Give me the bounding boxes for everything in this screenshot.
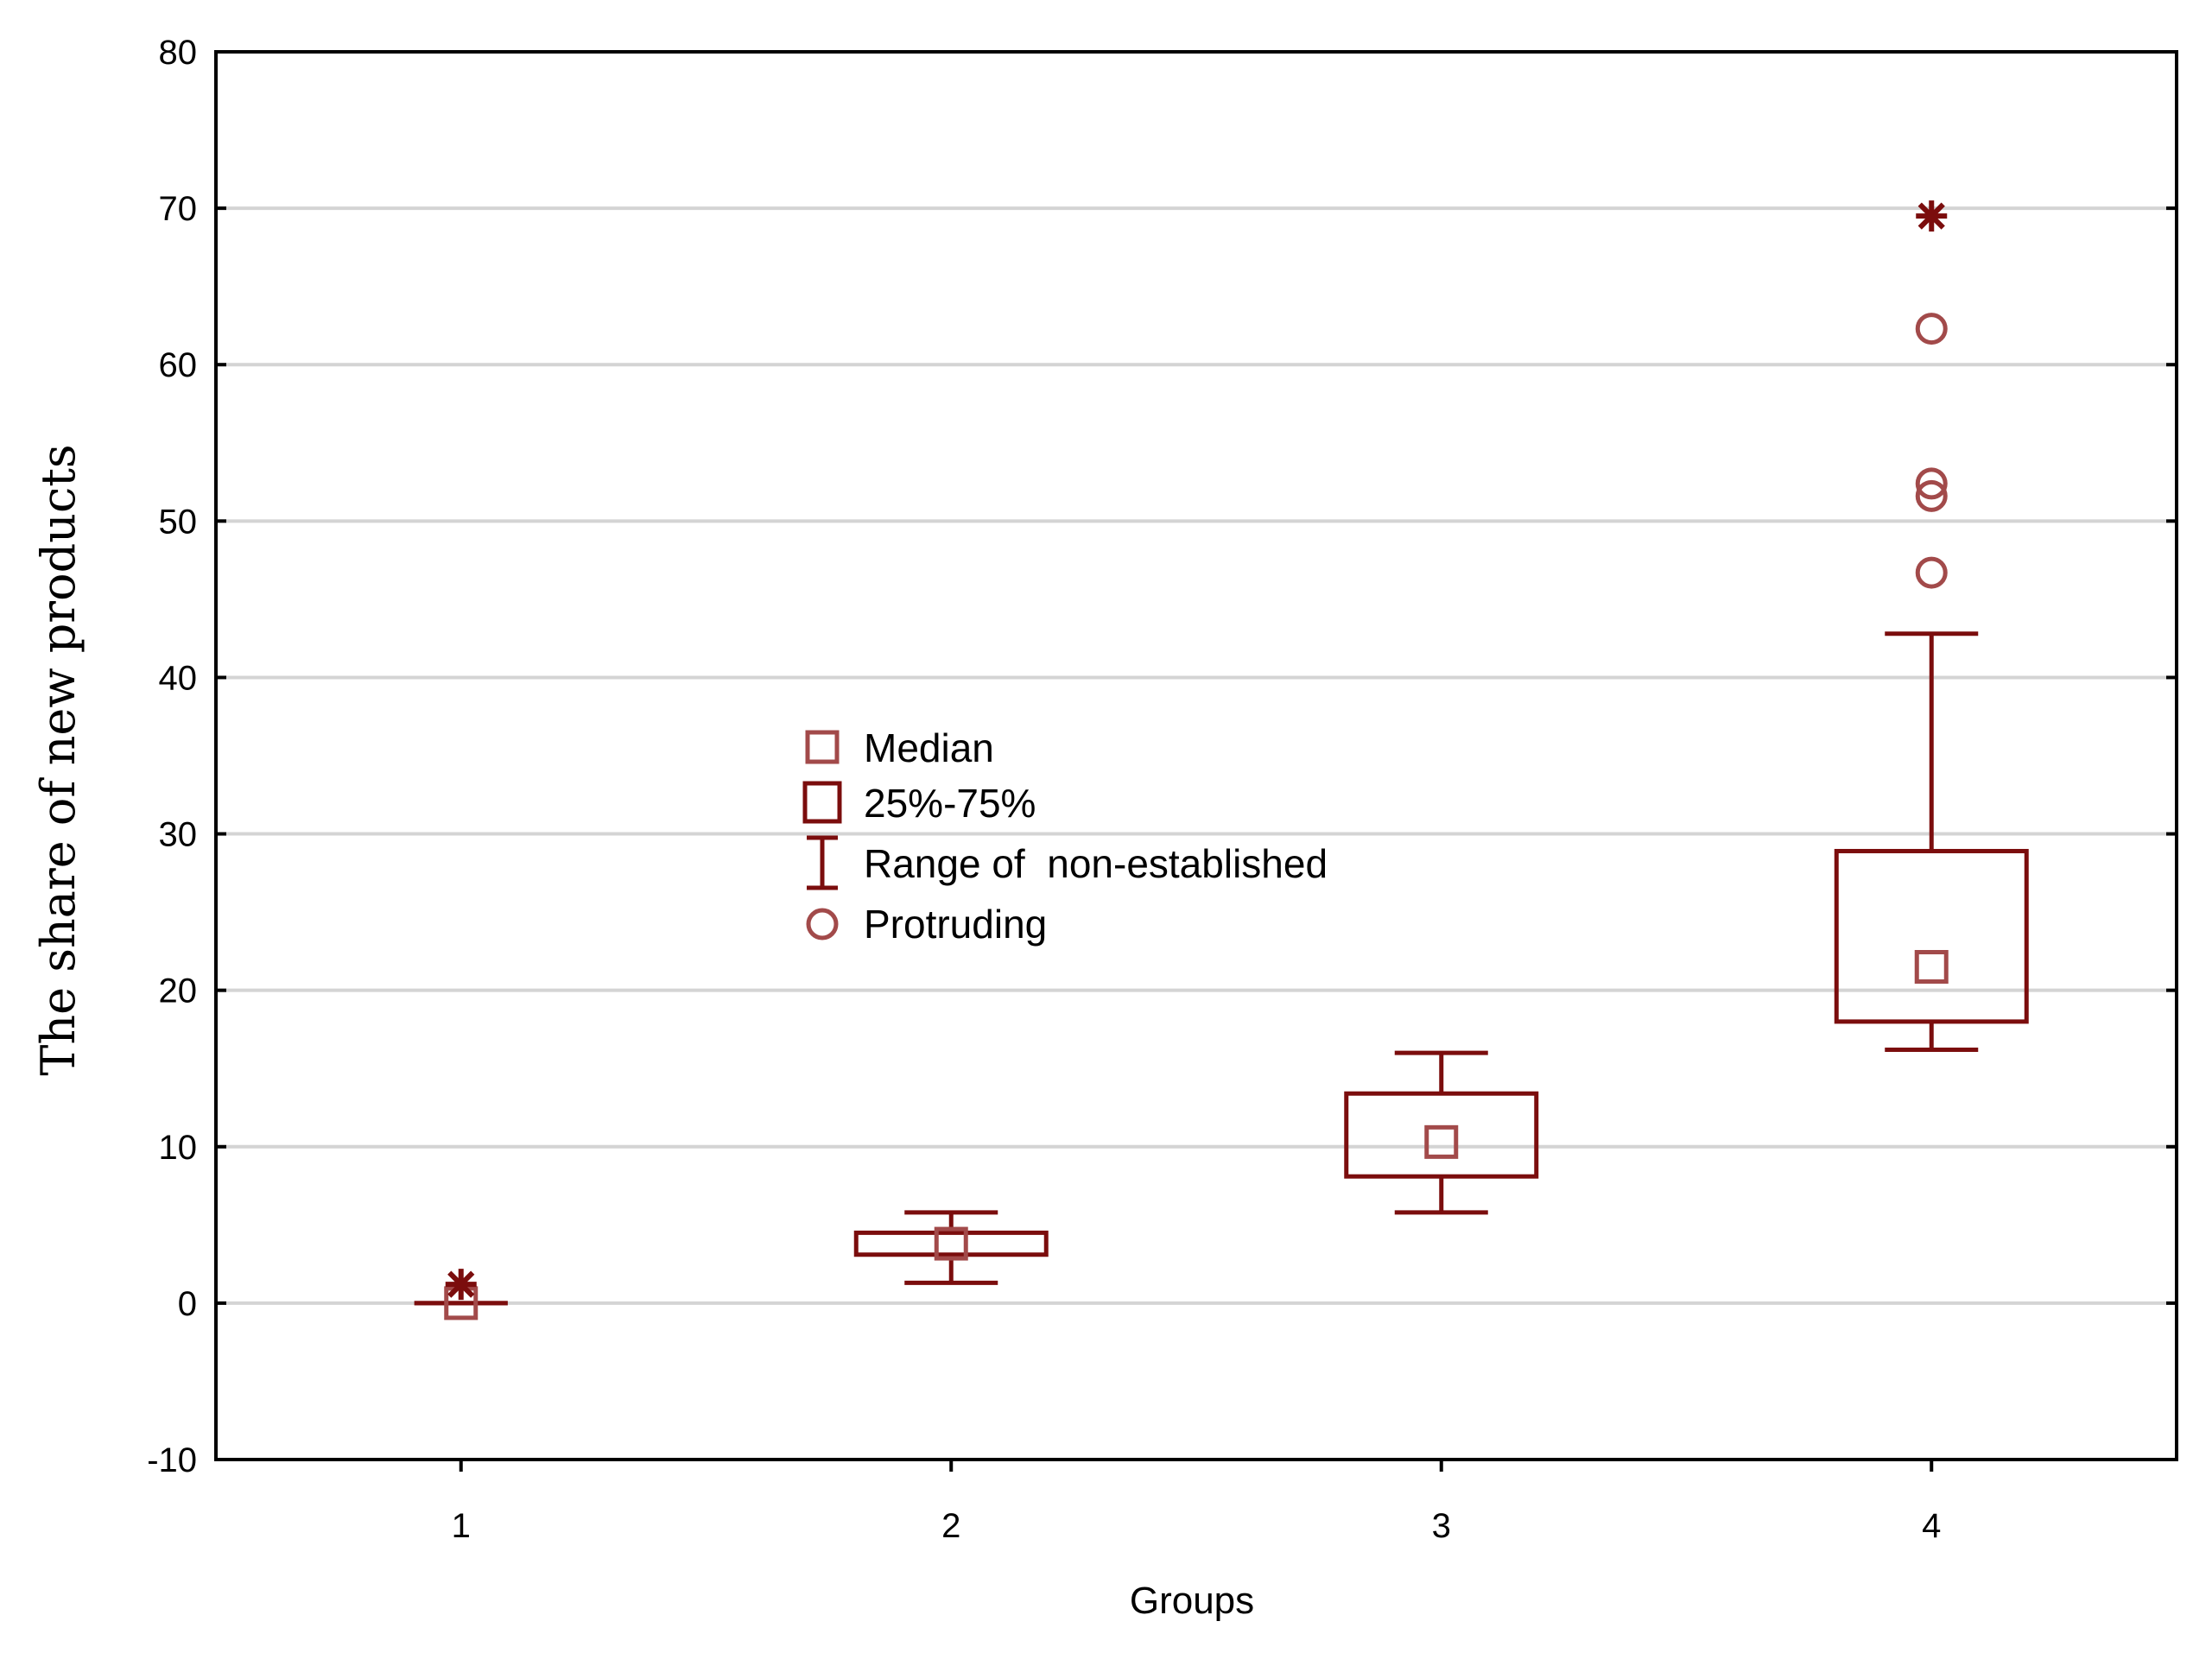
legend-median-symbol — [805, 730, 840, 764]
y-tick-label: 10 — [159, 1129, 198, 1167]
iqr-box — [853, 1230, 1049, 1257]
legend-item-whisker: Range of non-established — [807, 835, 1328, 890]
legend-outlier-symbol — [806, 908, 839, 940]
box-plot-marks — [414, 200, 2029, 1320]
plot-frame — [214, 50, 2178, 1461]
outlier-point — [1915, 556, 1948, 589]
x-tick-label: 4 — [1922, 1507, 1941, 1545]
legend-whisker-symbol — [807, 835, 838, 890]
y-tick-label: 40 — [159, 659, 198, 697]
x-tick-label: 2 — [941, 1507, 960, 1545]
x-tick-label: 3 — [1432, 1507, 1451, 1545]
median-marker — [1914, 950, 1949, 984]
x-axis-ticks: 1 2 3 4 — [452, 1460, 1941, 1545]
extreme-point — [1916, 200, 1948, 232]
box-group-3 — [1344, 1050, 1539, 1215]
gridlines — [216, 206, 2177, 1305]
legend-item-box: 25%-75% — [802, 781, 1036, 826]
outlier-point — [1915, 313, 1948, 345]
y-tick-label: 20 — [159, 972, 198, 1010]
legend-item-outlier: Protruding — [806, 902, 1047, 947]
box-group-2 — [853, 1210, 1049, 1285]
legend-box-symbol — [802, 781, 842, 824]
y-tick-label: 60 — [159, 346, 198, 384]
y-axis-title: The share of new products — [31, 444, 86, 1075]
iqr-box — [1344, 1091, 1539, 1179]
extreme-point — [445, 1269, 477, 1301]
y-tick-label: 70 — [159, 190, 198, 228]
y-tick-label: 80 — [159, 34, 198, 72]
box-group-1 — [414, 1269, 508, 1320]
x-axis-title: Groups — [1130, 1580, 1254, 1622]
outlier-point — [1915, 467, 1948, 500]
legend: Median 25%-75% Range of non-established … — [802, 725, 1328, 947]
legend-box-label: 25%-75% — [864, 781, 1036, 826]
outlier-point — [1915, 479, 1948, 512]
y-axis-ticks: -10 0 10 20 30 40 50 60 70 80 — [147, 34, 2177, 1479]
y-tick-label: 50 — [159, 503, 198, 541]
legend-median-label: Median — [864, 725, 994, 770]
iqr-box — [1834, 848, 2029, 1024]
median-marker — [934, 1226, 968, 1261]
y-tick-label: 0 — [178, 1285, 197, 1323]
y-tick-label: 30 — [159, 816, 198, 854]
median-marker — [1424, 1124, 1459, 1159]
legend-whisker-label: Range of non-established — [864, 841, 1328, 886]
legend-outlier-label: Protruding — [864, 902, 1047, 947]
box-group-4 — [1834, 200, 2029, 1052]
legend-item-median: Median — [805, 725, 994, 770]
x-tick-label: 1 — [452, 1507, 471, 1545]
y-tick-label: -10 — [147, 1441, 197, 1479]
